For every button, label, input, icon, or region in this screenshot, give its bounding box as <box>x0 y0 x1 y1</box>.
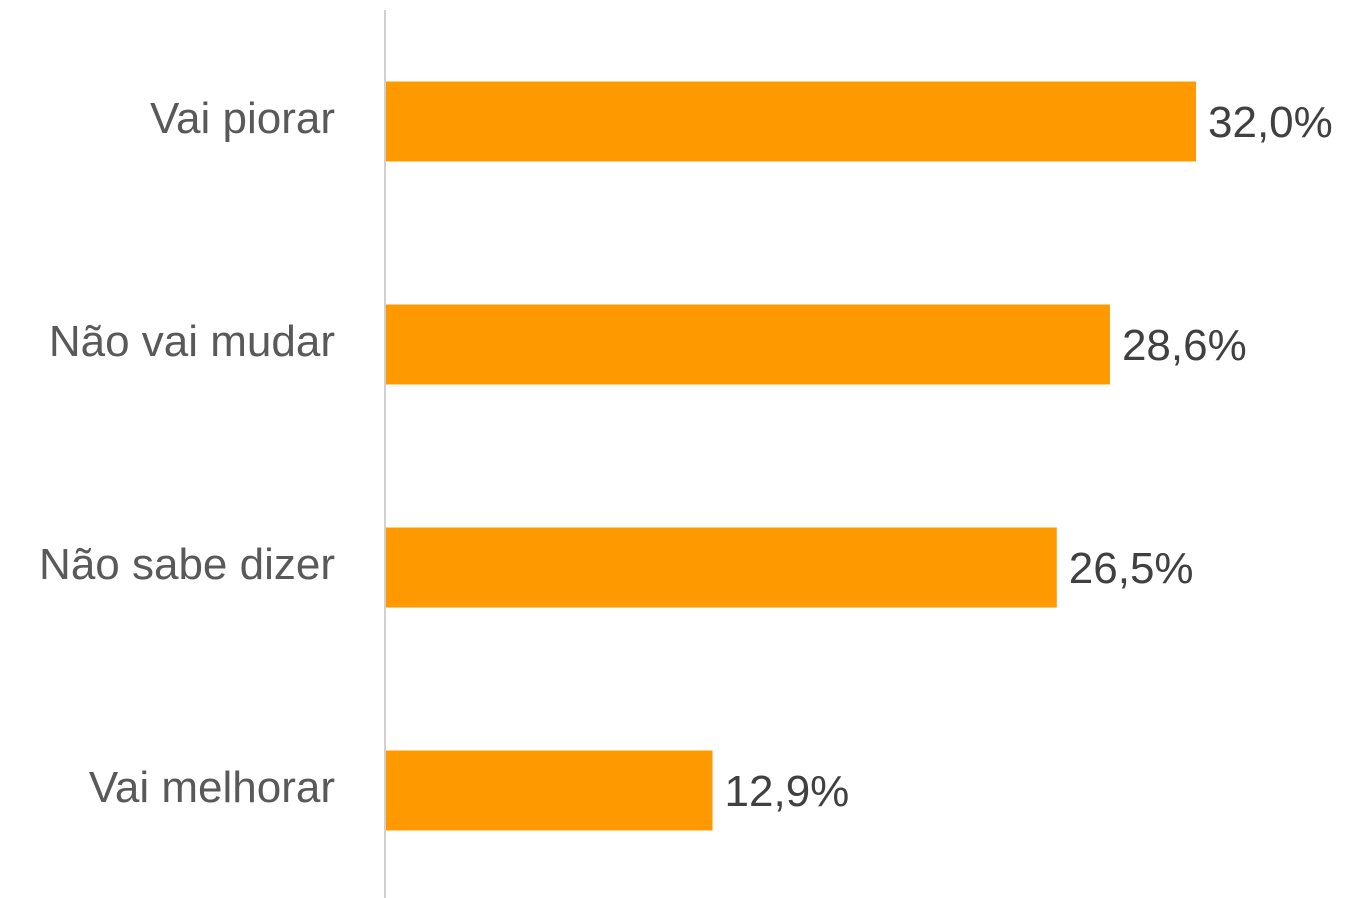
data-label: 12,9% <box>725 767 850 816</box>
data-label: 32,0% <box>1208 98 1333 147</box>
data-label: 28,6% <box>1122 321 1247 370</box>
y-tick-label: Não vai mudar <box>49 317 335 366</box>
bar <box>386 750 713 831</box>
bar <box>386 527 1057 608</box>
y-tick-label: Não sabe dizer <box>39 540 335 589</box>
y-tick-label: Vai melhorar <box>89 763 335 812</box>
data-label: 26,5% <box>1069 544 1194 593</box>
bar <box>386 81 1196 162</box>
y-tick-label: Vai piorar <box>150 94 335 143</box>
bar <box>386 304 1110 385</box>
